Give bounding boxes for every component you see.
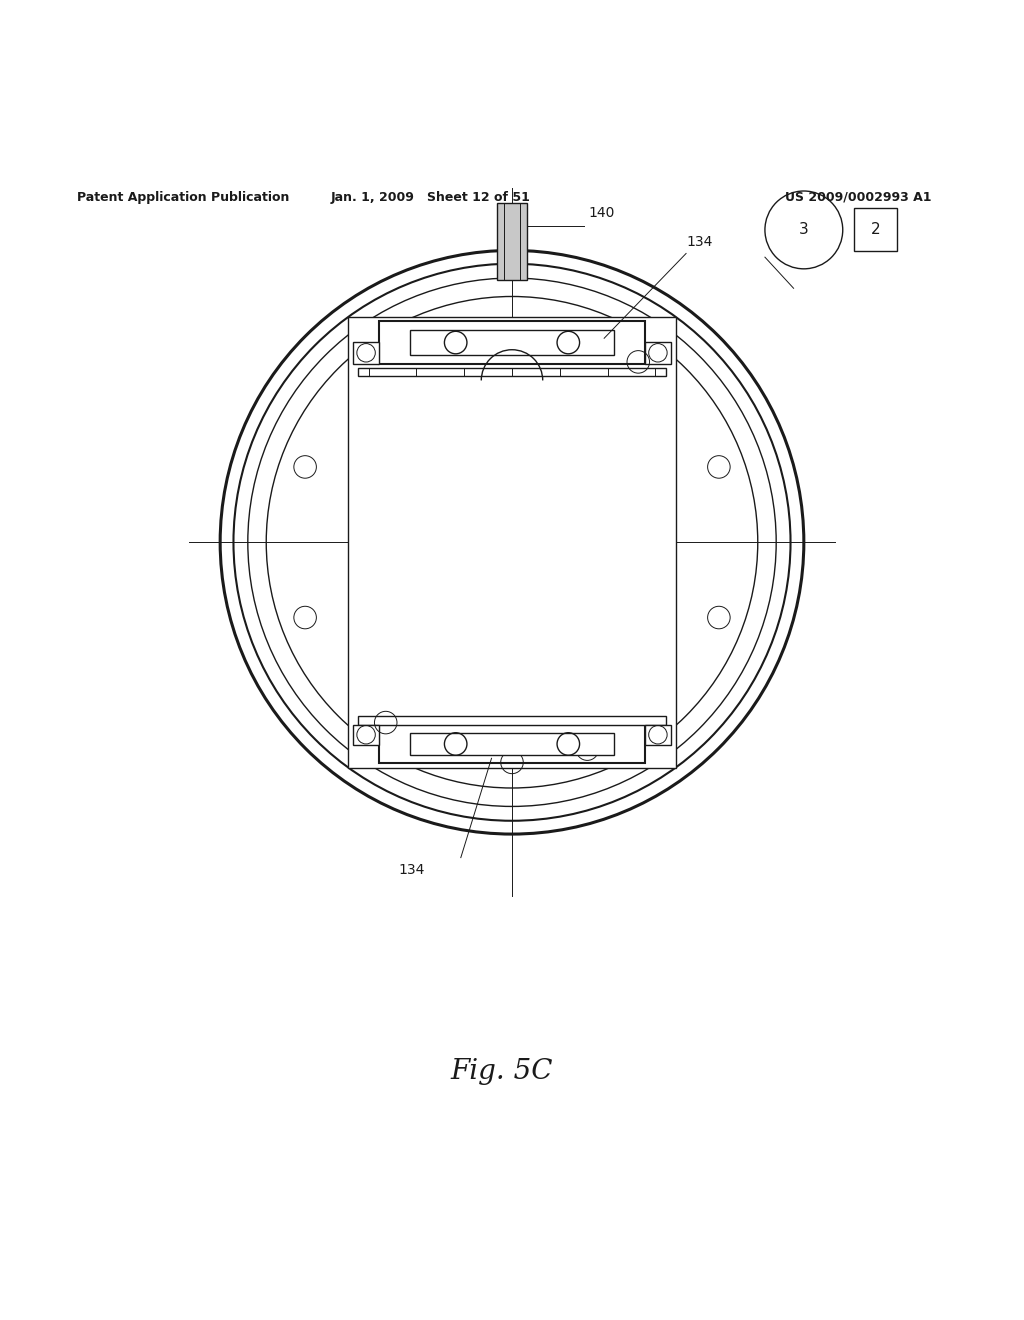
Text: US 2009/0002993 A1: US 2009/0002993 A1 — [785, 190, 932, 203]
Text: Jan. 1, 2009   Sheet 12 of 51: Jan. 1, 2009 Sheet 12 of 51 — [330, 190, 530, 203]
Text: 2: 2 — [870, 223, 881, 238]
Bar — [353, 342, 379, 364]
Bar — [358, 717, 666, 725]
Text: 3: 3 — [799, 223, 809, 238]
Bar — [379, 321, 645, 364]
Text: 134: 134 — [398, 863, 425, 876]
Bar — [410, 733, 614, 755]
Bar — [353, 725, 379, 744]
Bar — [410, 330, 614, 355]
Text: Fig. 5C: Fig. 5C — [451, 1059, 553, 1085]
Bar — [645, 725, 671, 744]
Bar — [348, 317, 676, 767]
Bar — [497, 203, 527, 280]
Bar — [854, 209, 897, 251]
Text: 134: 134 — [686, 235, 713, 249]
Bar — [645, 342, 671, 364]
Bar — [358, 368, 666, 376]
Bar — [379, 725, 645, 763]
Text: 140: 140 — [589, 206, 615, 220]
Text: Patent Application Publication: Patent Application Publication — [77, 190, 289, 203]
